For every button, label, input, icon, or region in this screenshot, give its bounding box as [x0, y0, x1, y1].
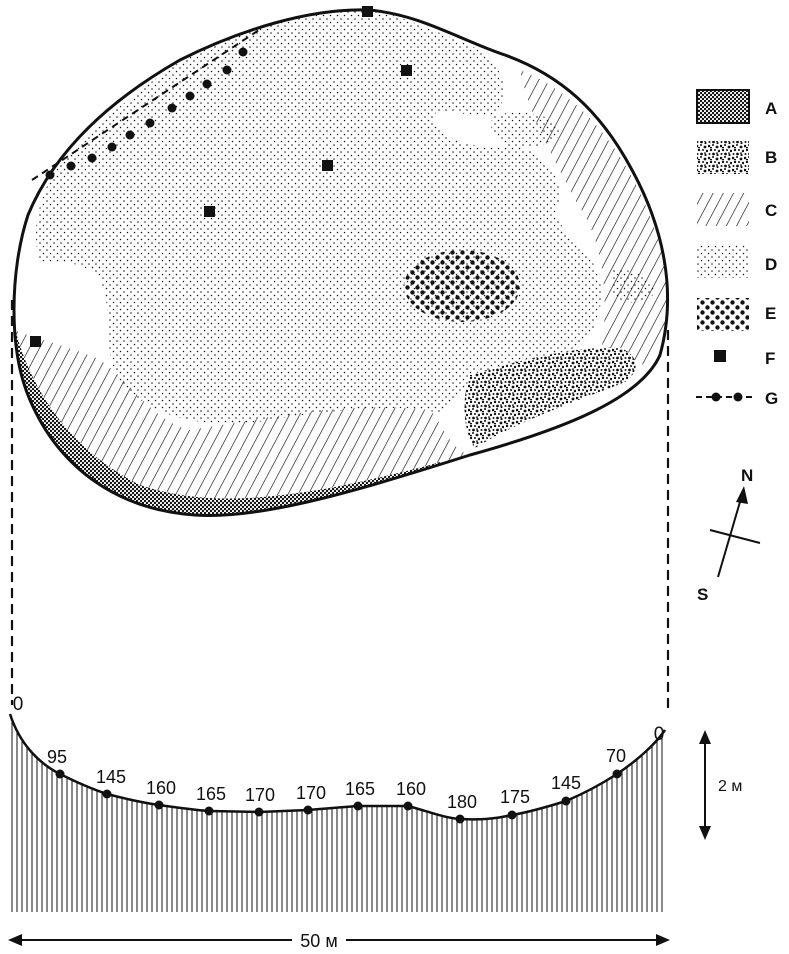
- arrow-down-icon: [699, 826, 711, 840]
- depth-label: 70: [606, 746, 626, 766]
- depth-label: 160: [146, 778, 176, 798]
- legend-swatch-g: [696, 392, 754, 402]
- profile-point: [403, 801, 413, 811]
- depth-label: 0: [13, 694, 24, 715]
- legend-label-a: A: [765, 99, 777, 118]
- legend-label-e: E: [765, 304, 776, 323]
- zone-d-ne: [491, 112, 562, 147]
- depth-label: 165: [345, 779, 375, 799]
- legend-swatch-f: [714, 350, 726, 362]
- profile-point: [204, 806, 214, 816]
- compass-crossbar: [709, 529, 761, 544]
- arrow-up-icon: [699, 730, 711, 744]
- compass-south-label: S: [697, 585, 708, 604]
- arrow-left-icon: [8, 934, 22, 946]
- north-arrow-icon: [736, 486, 748, 504]
- legend-label-c: C: [765, 201, 777, 220]
- legend-swatch-e: [697, 298, 749, 331]
- horizontal-scale-label: 50 м: [300, 931, 337, 951]
- zone-b: [464, 347, 636, 448]
- profile-point: [455, 814, 465, 824]
- legend-swatch-a: [696, 89, 750, 124]
- lake-outline: [12, 8, 670, 518]
- depth-label: 160: [396, 779, 426, 799]
- legend-swatch-b: [697, 141, 749, 174]
- legend-swatch-c: [697, 193, 749, 226]
- marker-f-4: [204, 206, 215, 217]
- profile-point: [102, 789, 112, 799]
- depth-profile: 0 95 145 160 165 170 170 165 160 180 175…: [8, 694, 667, 912]
- vertical-scale: 2 м: [699, 730, 742, 840]
- legend-swatch-d: [697, 245, 749, 278]
- depth-label: 175: [500, 787, 530, 807]
- depth-label: 0: [654, 724, 665, 745]
- profile-point: [507, 810, 517, 820]
- marker-f-1: [362, 6, 373, 17]
- compass: N S: [697, 466, 761, 604]
- legend-label-b: B: [765, 148, 777, 167]
- legend-label-f: F: [765, 349, 775, 368]
- marker-f-2: [401, 65, 412, 76]
- depth-label: 170: [296, 783, 326, 803]
- zone-d-e: [612, 269, 655, 303]
- profile-point: [303, 805, 313, 815]
- profile-point: [154, 800, 164, 810]
- depth-label: 180: [447, 792, 477, 812]
- profile-point: [612, 769, 622, 779]
- profile-point: [353, 801, 363, 811]
- depth-label: 145: [96, 767, 126, 787]
- horizontal-scale: 50 м: [8, 931, 670, 951]
- profile-point: [561, 796, 571, 806]
- profile-fill: [10, 714, 665, 912]
- depth-label: 165: [196, 784, 226, 804]
- depth-label: 95: [47, 747, 67, 767]
- profile-point: [254, 807, 264, 817]
- depth-label: 145: [551, 773, 581, 793]
- line-g-shore: [31, 27, 263, 181]
- marker-f-3: [322, 160, 333, 171]
- profile-point: [55, 769, 65, 779]
- legend: A B C D E F G: [696, 89, 778, 408]
- arrow-right-icon: [656, 934, 670, 946]
- marker-f-5: [30, 336, 41, 347]
- zone-e: [404, 250, 520, 322]
- lake-plan: [12, 6, 670, 518]
- vertical-scale-label: 2 м: [718, 778, 742, 795]
- compass-north-label: N: [741, 466, 753, 485]
- legend-label-g: G: [765, 389, 778, 408]
- legend-label-d: D: [765, 255, 777, 274]
- depth-label: 170: [245, 785, 275, 805]
